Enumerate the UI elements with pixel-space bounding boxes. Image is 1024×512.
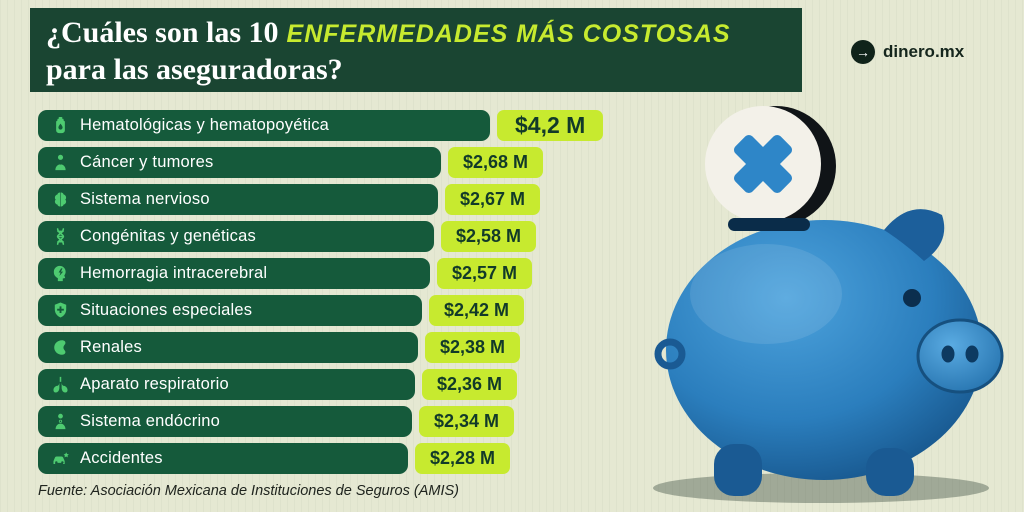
chart-row: Renales $2,38 M [38, 332, 603, 363]
chart-rows: Hematológicas y hematopoyética $4,2 M Cá… [38, 110, 604, 474]
chart-row: Hemorragia intracerebral $2,57 M [38, 258, 603, 289]
bar-renales: Renales [38, 332, 418, 363]
cancer-person-icon [51, 153, 70, 172]
source-note: Fuente: Asociación Mexicana de Instituci… [38, 483, 459, 499]
bar-hematologicas: Hematológicas y hematopoyética [38, 110, 490, 141]
bar-congenitas: Congénitas y genéticas [38, 221, 434, 252]
value-badge: $2,57 M [437, 258, 533, 289]
bar-label: Congénitas y genéticas [80, 227, 256, 245]
bar-label: Sistema nervioso [80, 190, 210, 208]
chart-row: Accidentes $2,28 M [38, 443, 603, 474]
chart-row: Sistema endócrino $2,34 M [38, 406, 603, 437]
lungs-icon [51, 375, 70, 394]
title-line-2: para las aseguradoras? [46, 52, 786, 89]
bar-label: Aparato respiratorio [80, 375, 229, 393]
value-badge: $4,2 M [497, 110, 604, 141]
value-badge: $2,28 M [415, 443, 511, 474]
value-badge: $2,58 M [441, 221, 537, 252]
bar-respiratorio: Aparato respiratorio [38, 369, 415, 400]
brain-icon [51, 190, 70, 209]
car-accident-icon [51, 449, 70, 468]
kidney-icon [51, 338, 70, 357]
chart-row: Situaciones especiales $2,42 M [38, 295, 603, 326]
chart-row: Aparato respiratorio $2,36 M [38, 369, 603, 400]
piggy-bank-illustration [616, 86, 1018, 510]
dna-icon [51, 227, 70, 246]
value-badge: $2,34 M [419, 406, 515, 437]
coin-with-cross-icon [705, 106, 836, 226]
chart-row: Congénitas y genéticas $2,58 M [38, 221, 603, 252]
value-badge: $2,68 M [448, 147, 544, 178]
bar-label: Cáncer y tumores [80, 153, 214, 171]
title-suffix: para las aseguradoras? [46, 52, 343, 86]
value-badge: $2,42 M [429, 295, 525, 326]
bar-sistema-nervioso: Sistema nervioso [38, 184, 438, 215]
bar-label: Sistema endócrino [80, 412, 221, 430]
chart-row: Sistema nervioso $2,67 M [38, 184, 603, 215]
bar-label: Renales [80, 338, 142, 356]
head-hemorrhage-icon [51, 264, 70, 283]
title-highlight: ENFERMEDADES MÁS COSTOSAS [286, 20, 731, 48]
shield-cross-icon [51, 301, 70, 320]
bar-situaciones: Situaciones especiales [38, 295, 422, 326]
bar-endocrino: Sistema endócrino [38, 406, 412, 437]
title-line-1: ¿Cuáles son las 10 ENFERMEDADES MÁS COSTO… [46, 15, 786, 52]
brand-logo: → dinero.mx [851, 40, 964, 64]
bar-label: Hemorragia intracerebral [80, 264, 268, 282]
piggy-bank-graphic [653, 106, 1004, 503]
chart-row: Cáncer y tumores $2,68 M [38, 147, 603, 178]
value-badge: $2,36 M [422, 369, 518, 400]
bar-label: Situaciones especiales [80, 301, 253, 319]
bar-hemorragia: Hemorragia intracerebral [38, 258, 430, 289]
blood-bag-icon [51, 116, 70, 135]
endocrine-person-icon [51, 412, 70, 431]
bar-label: Accidentes [80, 449, 163, 467]
title-prefix: ¿Cuáles son las 10 [46, 16, 279, 49]
bar-accidentes: Accidentes [38, 443, 408, 474]
bar-cancer: Cáncer y tumores [38, 147, 441, 178]
bar-label: Hematológicas y hematopoyética [80, 116, 330, 134]
brand-name: dinero.mx [883, 42, 965, 61]
value-badge: $2,38 M [425, 332, 521, 363]
chart-row: Hematológicas y hematopoyética $4,2 M [38, 110, 604, 141]
arrow-circle-icon: → [851, 40, 875, 64]
header-banner: ¿Cuáles son las 10 ENFERMEDADES MÁS COSTO… [30, 8, 802, 92]
value-badge: $2,67 M [445, 184, 541, 215]
